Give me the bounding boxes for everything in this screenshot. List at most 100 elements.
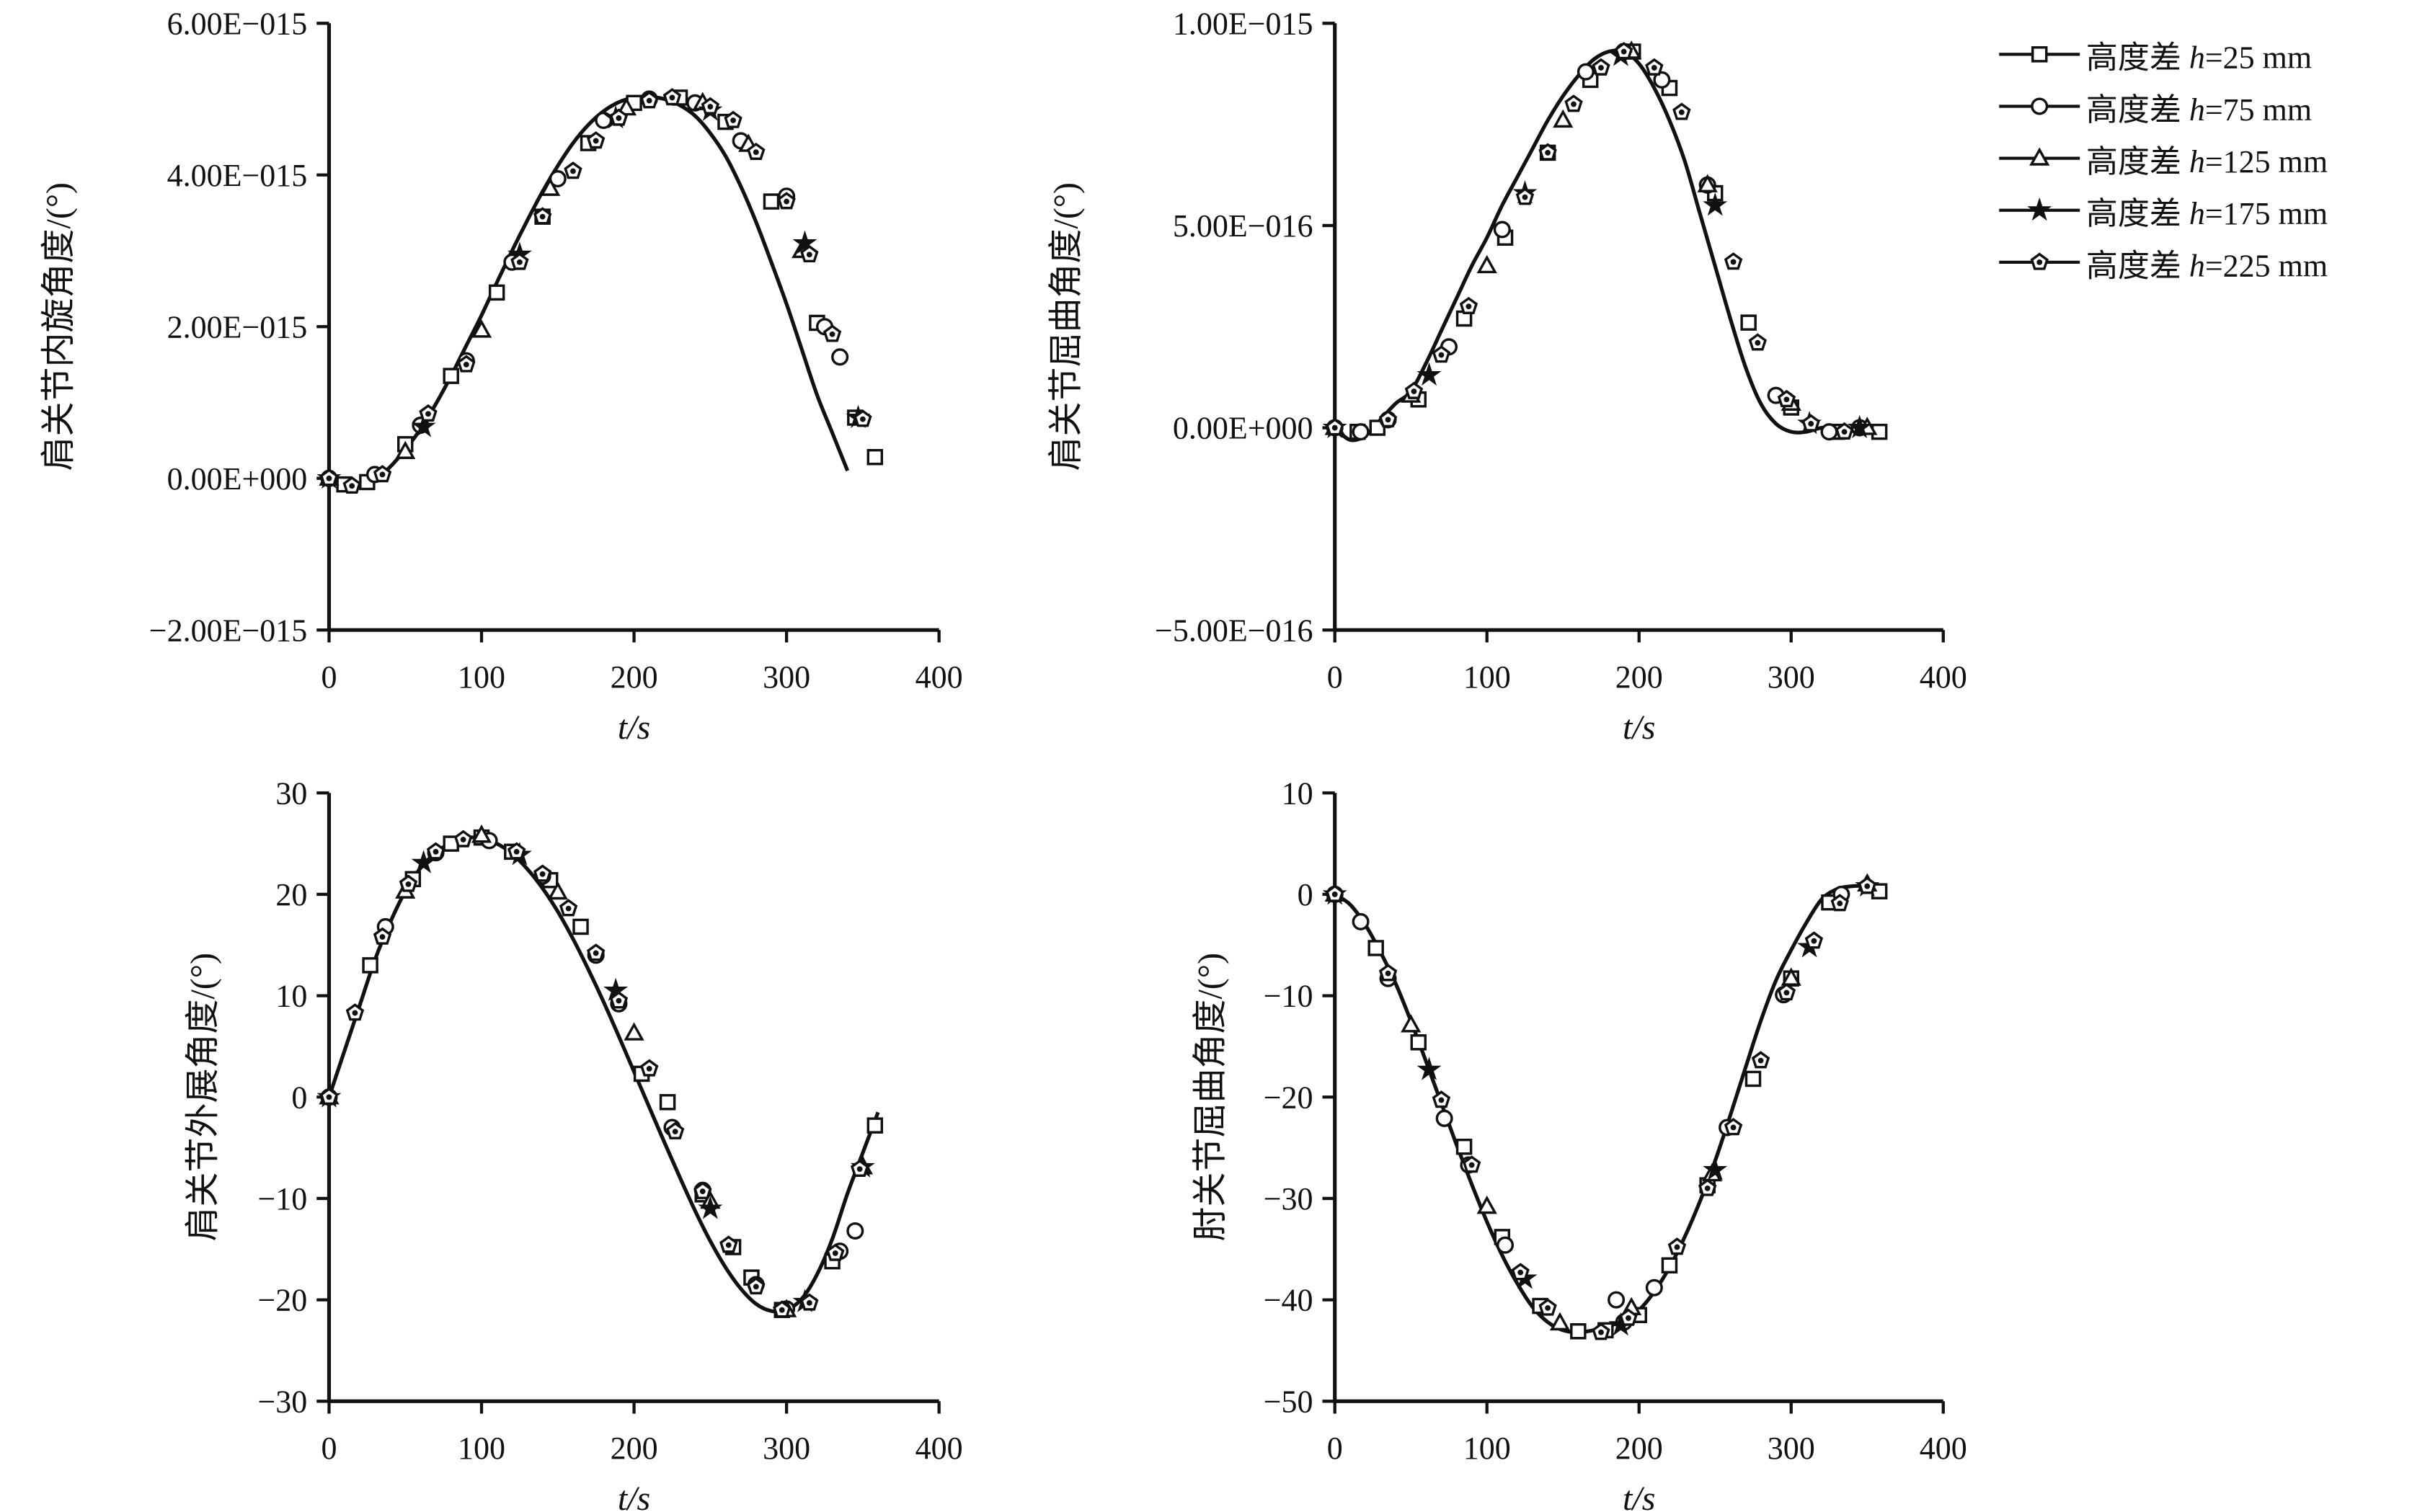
series-star-markers xyxy=(1322,43,1872,439)
data-point-star xyxy=(1416,1057,1442,1080)
y-axis-label: 肩关节内旋角度/(°) xyxy=(40,182,78,471)
data-point-pentagon xyxy=(701,97,720,115)
data-point-square xyxy=(1410,1034,1427,1051)
data-point-pentagon xyxy=(587,131,606,149)
data-point-pentagon xyxy=(373,927,392,945)
data-point-star xyxy=(1703,192,1728,216)
data-point-pentagon xyxy=(507,842,526,860)
data-point-pentagon xyxy=(1804,931,1824,949)
y-tick-label: −50 xyxy=(1264,1384,1313,1419)
data-point-triangle xyxy=(395,440,416,459)
data-point-square xyxy=(443,368,459,384)
data-point-pentagon xyxy=(1326,884,1344,902)
data-point-pentagon xyxy=(640,91,659,109)
x-tick-label: 0 xyxy=(1327,659,1343,695)
y-tick-label: −10 xyxy=(1264,979,1313,1014)
x-tick-label: 400 xyxy=(1920,1431,1967,1466)
x-tick-label: 300 xyxy=(1768,1431,1815,1466)
data-point-pentagon xyxy=(533,864,552,882)
x-tick-label: 400 xyxy=(915,659,963,695)
data-point-star xyxy=(1703,1157,1728,1181)
y-tick-label: 1.00E−015 xyxy=(1173,6,1313,41)
data-point-pentagon xyxy=(1777,983,1796,1001)
data-point-pentagon xyxy=(640,1059,659,1077)
legend-label: 高度差 h=175 mm xyxy=(2086,196,2328,231)
data-point-pentagon xyxy=(1698,1178,1717,1196)
legend: 高度差 h=25 mm 高度差 h=75 mm 高度差 h=125 mm 高度差 h=… xyxy=(1999,40,2328,283)
data-point-pentagon xyxy=(1326,418,1344,436)
x-tick-label: 100 xyxy=(1463,659,1511,695)
data-point-star xyxy=(1847,414,1872,439)
x-tick-label: 0 xyxy=(321,659,337,695)
data-point-pentagon xyxy=(1777,389,1796,408)
data-point-pentagon xyxy=(1751,1051,1770,1069)
data-point-triangle xyxy=(1401,1014,1422,1033)
x-axis-label: t/s xyxy=(1623,1480,1655,1512)
x-tick-label: 300 xyxy=(763,1431,810,1466)
data-point-circle xyxy=(1497,1236,1515,1254)
data-point-pentagon xyxy=(1515,187,1535,205)
y-tick-label: −5.00E−016 xyxy=(1155,613,1313,648)
data-point-circle xyxy=(846,1222,864,1240)
data-point-pentagon xyxy=(719,1235,738,1253)
y-axis-label: 肩关节外展角度/(°) xyxy=(184,953,222,1242)
chart-panels: −2.00E−015 0.00E+000 2.00E−015 4.00E−015 6.0… xyxy=(40,6,1967,1512)
series-line xyxy=(328,94,850,489)
x-tick-label: 0 xyxy=(1327,1431,1343,1466)
data-point-circle xyxy=(1577,63,1595,81)
data-point-square xyxy=(866,1117,884,1134)
data-point-pentagon xyxy=(777,192,796,210)
y-tick-label: −20 xyxy=(257,1283,307,1318)
data-point-pentagon xyxy=(419,404,438,422)
data-point-pentagon xyxy=(724,110,742,128)
series-circle-markers xyxy=(1326,885,1850,1331)
data-point-pentagon xyxy=(693,1181,712,1199)
data-point-square xyxy=(659,1094,676,1111)
data-point-pentagon xyxy=(1667,1237,1687,1255)
data-point-circle xyxy=(1435,1109,1453,1127)
series-line xyxy=(1334,884,1883,1335)
data-point-star xyxy=(1416,362,1442,386)
data-point-pentagon xyxy=(564,161,582,179)
y-tick-label: −20 xyxy=(1264,1080,1313,1115)
y-tick-label: −2.00E−015 xyxy=(149,613,308,648)
data-point-pentagon xyxy=(1830,894,1849,912)
data-point-pentagon xyxy=(1614,42,1633,60)
x-tick-label: 200 xyxy=(1615,659,1663,695)
data-point-pentagon xyxy=(1538,1298,1557,1316)
data-point-pentagon xyxy=(1592,58,1610,76)
y-axis-label: 肘关节屈曲角度/(°) xyxy=(1192,953,1230,1242)
series-line xyxy=(327,835,880,1314)
series-pentagon-markers xyxy=(1326,42,1854,440)
data-point-pentagon xyxy=(1511,1263,1530,1281)
data-point-pentagon xyxy=(1645,58,1664,76)
legend-marker-pentagon xyxy=(2030,252,2049,270)
data-point-triangle xyxy=(1781,967,1801,986)
data-point-circle xyxy=(831,348,849,366)
x-tick-label: 100 xyxy=(1463,1431,1511,1466)
data-point-pentagon xyxy=(850,1159,869,1177)
data-point-square xyxy=(1570,1322,1587,1340)
data-point-pentagon xyxy=(662,88,682,106)
legend-item-star: 高度差 h=175 mm xyxy=(1999,196,2328,231)
data-point-pentagon xyxy=(1538,143,1557,161)
data-point-pentagon xyxy=(1858,876,1876,894)
data-point-square xyxy=(1367,940,1384,956)
y-tick-label: 6.00E−015 xyxy=(167,6,308,41)
data-point-pentagon xyxy=(559,899,578,917)
data-point-triangle xyxy=(624,1022,644,1041)
data-point-square xyxy=(1661,1257,1678,1274)
data-point-pentagon xyxy=(1459,296,1478,314)
data-point-circle xyxy=(1352,423,1370,441)
data-point-pentagon xyxy=(1378,410,1398,428)
data-point-square xyxy=(1455,1138,1473,1155)
data-point-pentagon xyxy=(800,244,819,263)
y-tick-label: 10 xyxy=(275,979,307,1014)
data-point-pentagon xyxy=(319,1087,339,1106)
y-tick-label: 5.00E−016 xyxy=(1173,208,1313,244)
data-point-pentagon xyxy=(1724,1118,1743,1136)
data-point-star xyxy=(792,230,817,254)
series-square-markers xyxy=(362,829,884,1318)
